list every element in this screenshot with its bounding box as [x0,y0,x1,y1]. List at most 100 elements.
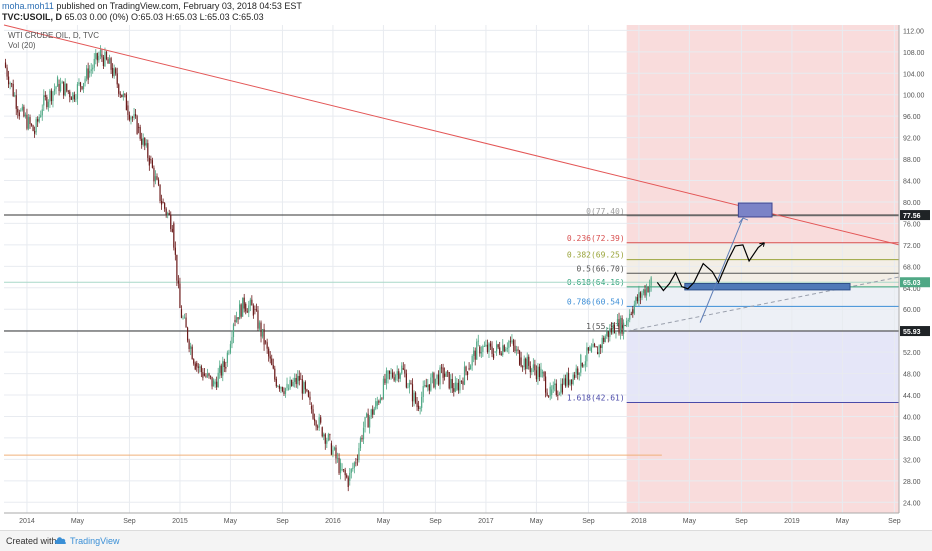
candle-body [338,457,340,474]
candle-body [252,305,254,316]
candle-body [245,303,247,312]
candle-body [139,127,141,139]
candle-body [72,92,74,100]
candle-body [419,407,421,409]
publish-text: published on TradingView.com, February 0… [56,1,302,11]
candle-body [164,203,166,209]
fib-level-label: 0.382(69.25) [567,251,625,260]
candle-body [327,434,329,441]
candle-body [110,58,112,70]
candle-body [70,97,72,100]
candle-body [326,440,328,444]
candle-body [367,413,369,428]
price-chart[interactable]: 0(77.40) 0.236(72.39) 0.382(69.25) 0.5(66.7… [0,0,932,530]
target-box [737,202,773,218]
candle-body [53,89,56,92]
fib-level-label: 0.786(60.54) [567,297,625,306]
candle-body [570,379,573,385]
candle-body [298,375,300,381]
price-tag-label: 77.56 [903,213,921,220]
candle-body [84,78,86,84]
candle-body [549,386,551,397]
candle-body [186,327,189,341]
candle-body [557,394,559,396]
candle-body [483,346,485,347]
candle-body [330,443,333,455]
candle-body [451,378,453,389]
x-tick-label: May [683,518,697,525]
candle-body [551,389,553,396]
candle-body [98,55,100,61]
author-link[interactable]: moha.moh11 [2,1,54,11]
candle-body [162,201,164,204]
candle-body [211,376,213,387]
tradingview-logo-text[interactable]: TradingView [70,536,120,546]
candle-body [583,365,585,367]
candle-body [569,379,571,385]
candle-body [597,352,599,355]
candle-body [125,94,127,111]
price-tag-bg [900,326,930,337]
candle-body [439,367,441,385]
candle-body [150,159,152,161]
volume-legend: Vol (20) [8,41,36,50]
candle-body [359,437,362,449]
candle-body [232,324,235,338]
candle-body [411,384,414,402]
candle-body [64,83,66,96]
candle-body [349,472,351,481]
candle-body [78,82,80,85]
candle-body [52,91,54,102]
candle-body [280,387,282,389]
candle-body [20,109,22,111]
candle-body [353,462,355,468]
candle-body [584,361,586,366]
x-tick-label: Sep [582,518,595,525]
x-tick-label: Sep [123,518,136,525]
candle-body [209,375,212,377]
candle-body [127,105,129,115]
candle-body [275,378,277,387]
candle-body [339,462,342,474]
candle-body [142,137,144,145]
candle-body [228,352,230,354]
candle-body [93,58,95,68]
candle-body [23,106,25,117]
candle-body [128,114,131,120]
candle-body [287,388,290,390]
candle-body [18,112,20,117]
y-tick-label: 72.00 [903,243,921,250]
candle-body [479,346,481,354]
candle-body [616,319,619,326]
candle-body [300,378,302,380]
candle-body [607,331,609,338]
candle-body [219,365,221,373]
candle-body [610,328,612,333]
candle-body [347,477,349,487]
candle-body [372,409,374,415]
candle-body [261,329,264,337]
candle-body [364,417,366,428]
candle-body [618,319,620,334]
candle-body [358,448,360,460]
fib-level-label: 0.5(66.70) [577,264,625,273]
candle-body [593,344,596,347]
candle-body [615,333,617,335]
candle-body [283,391,285,394]
candle-body [193,359,195,364]
candle-body [307,390,310,397]
candle-body [274,368,276,380]
candle-body [147,143,149,158]
candle-body [558,393,560,396]
candle-body [586,347,588,362]
candle-body [89,70,91,74]
candle-body [382,378,385,399]
y-tick-label: 80.00 [903,200,921,207]
candle-body [496,344,498,352]
candle-body [453,388,455,392]
candle-body [480,351,482,354]
candle-body [157,179,160,185]
candle-body [301,379,303,394]
candle-body [242,297,244,317]
candle-body [206,373,209,377]
